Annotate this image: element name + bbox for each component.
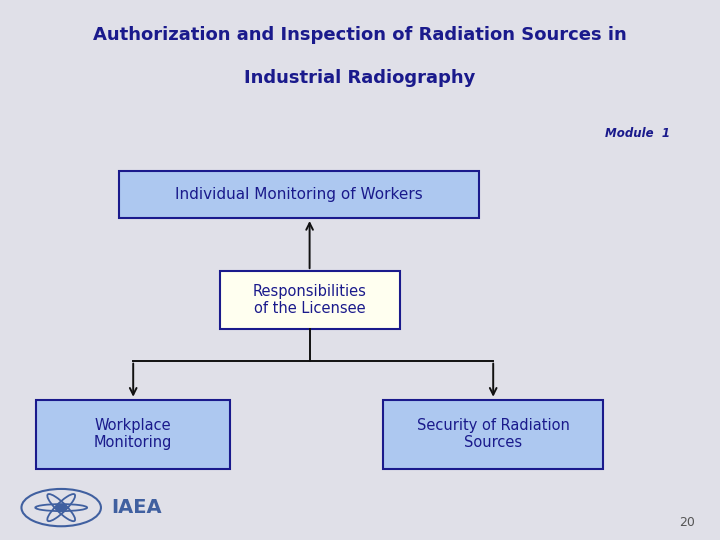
FancyBboxPatch shape	[119, 171, 479, 218]
Text: Security of Radiation
Sources: Security of Radiation Sources	[417, 418, 570, 450]
Text: Responsibilities
of the Licensee: Responsibilities of the Licensee	[253, 284, 366, 316]
FancyBboxPatch shape	[220, 271, 400, 329]
Circle shape	[56, 504, 66, 511]
Text: Individual Monitoring of Workers: Individual Monitoring of Workers	[175, 187, 423, 202]
Text: Workplace
Monitoring: Workplace Monitoring	[94, 418, 172, 450]
Text: IAEA: IAEA	[112, 498, 162, 517]
Text: Industrial Radiography: Industrial Radiography	[244, 69, 476, 87]
Text: 20: 20	[679, 516, 695, 529]
Text: Authorization and Inspection of Radiation Sources in: Authorization and Inspection of Radiatio…	[93, 26, 627, 44]
Text: Module  1: Module 1	[605, 127, 670, 140]
FancyBboxPatch shape	[36, 400, 230, 469]
FancyBboxPatch shape	[384, 400, 603, 469]
